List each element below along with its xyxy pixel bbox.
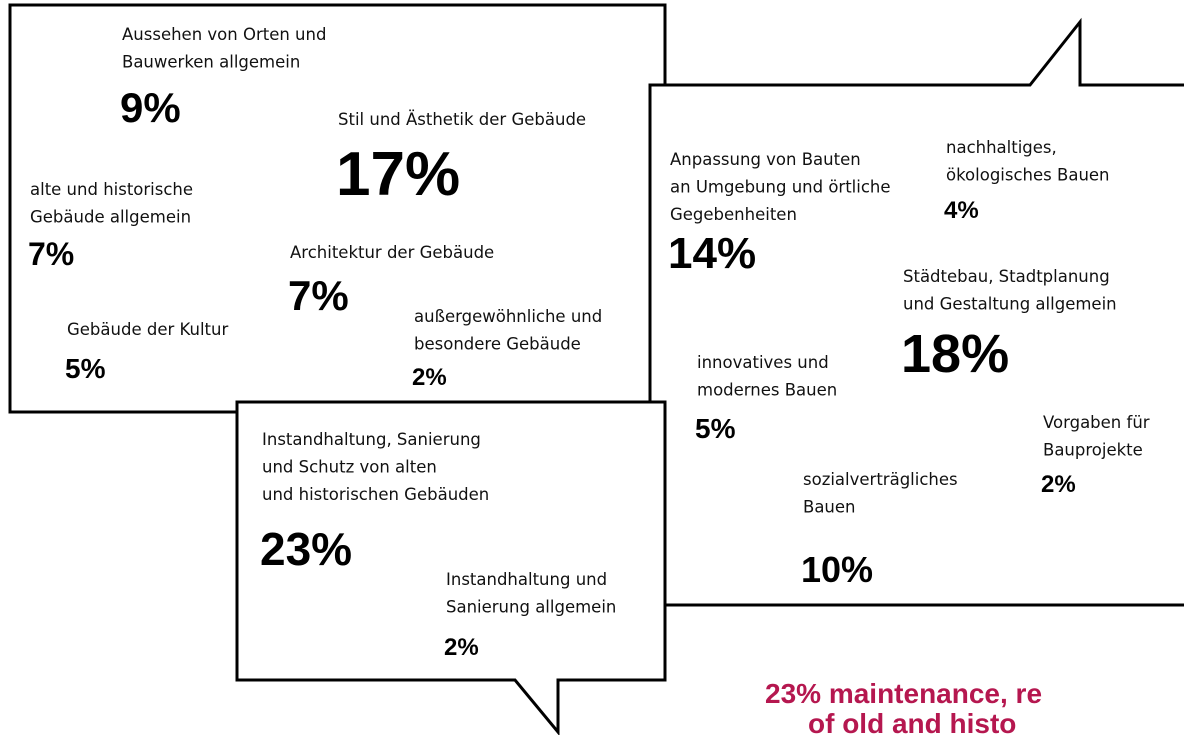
- item-percent: 9%: [120, 84, 181, 131]
- item-label: Bauen: [803, 498, 856, 517]
- item-percent: 7%: [288, 272, 349, 319]
- item-percent: 18%: [901, 324, 1009, 384]
- item-label: Gegebenheiten: [670, 205, 797, 224]
- item-label: nachhaltiges,: [946, 138, 1057, 157]
- item-percent: 17%: [336, 140, 460, 209]
- item-label: innovatives und: [697, 353, 829, 372]
- item-percent: 4%: [944, 197, 979, 224]
- item-label: Instandhaltung, Sanierung: [262, 430, 481, 449]
- item-label: Gebäude allgemein: [30, 208, 191, 227]
- item-label: Stil und Ästhetik der Gebäude: [338, 110, 586, 129]
- item-label: Sanierung allgemein: [446, 598, 616, 617]
- bubble-2: [648, 17, 1184, 607]
- item-label: und Gestaltung allgemein: [903, 295, 1117, 314]
- item-label: und Schutz von alten: [262, 458, 437, 477]
- item-label: Instandhaltung und: [446, 570, 607, 589]
- item-percent: 10%: [801, 549, 873, 590]
- item-label: Anpassung von Bauten: [670, 150, 861, 169]
- item-label: Aussehen von Orten und: [122, 25, 326, 44]
- item-label: Architektur der Gebäude: [290, 243, 494, 262]
- item-label: und historischen Gebäuden: [262, 485, 489, 504]
- bubble-3: [235, 400, 667, 735]
- item-label: ökologisches Bauen: [946, 166, 1110, 185]
- item-label: sozialverträgliches: [803, 470, 958, 489]
- item-percent: 5%: [65, 353, 106, 384]
- item-label: modernes Bauen: [697, 381, 837, 400]
- item-label: Bauprojekte: [1043, 441, 1143, 460]
- caption: of old and histo: [808, 708, 1016, 735]
- item-label: außergewöhnliche und: [414, 307, 602, 326]
- item-label: besondere Gebäude: [414, 335, 581, 354]
- caption: 23% maintenance, re: [765, 678, 1042, 709]
- item-label: Vorgaben für: [1043, 413, 1150, 432]
- item-percent: 14%: [668, 229, 756, 278]
- item-label: alte und historische: [30, 180, 193, 199]
- item-percent: 23%: [260, 523, 352, 575]
- item-label: an Umgebung und örtliche: [670, 178, 891, 197]
- item-label: Gebäude der Kultur: [67, 320, 228, 339]
- item-percent: 5%: [695, 413, 736, 444]
- item-label: Städtebau, Stadtplanung: [903, 267, 1110, 286]
- item-percent: 7%: [28, 236, 74, 272]
- item-percent: 2%: [1041, 471, 1076, 498]
- item-label: Bauwerken allgemein: [122, 53, 300, 72]
- item-percent: 2%: [412, 364, 447, 391]
- item-percent: 2%: [444, 634, 479, 661]
